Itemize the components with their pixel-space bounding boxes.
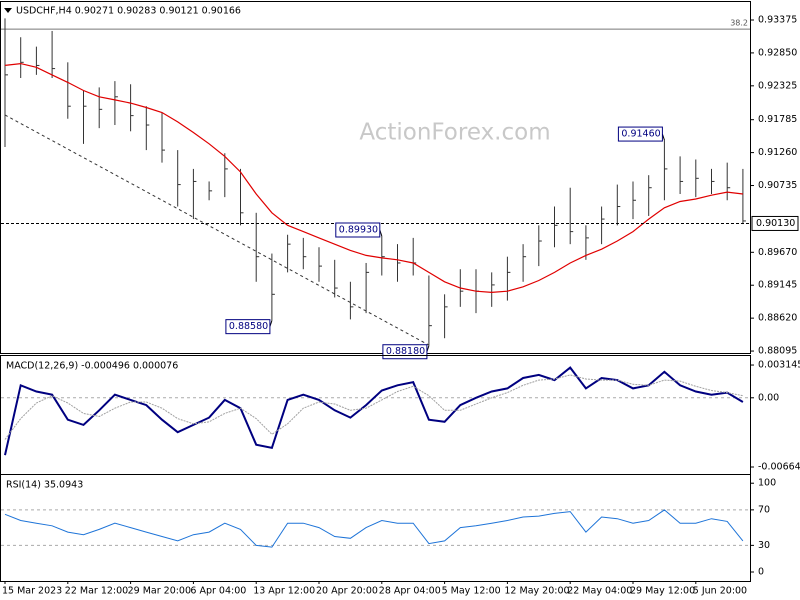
- x-tick-label: 29 May 12:00: [630, 586, 695, 597]
- y-tick-label: 0.89670: [758, 247, 797, 258]
- menu-arrow: [4, 8, 12, 13]
- y-tick-label: 0.003145: [758, 360, 800, 371]
- watermark: ActionForex.com: [359, 120, 550, 146]
- x-tick-label: 29 Mar 20:00: [128, 586, 191, 597]
- annotation-box: [335, 222, 381, 238]
- x-tick-label: 5 May 12:00: [442, 586, 501, 597]
- x-tick-label: 13 Apr 12:00: [253, 586, 315, 597]
- last-price-label: 0.90130: [756, 218, 795, 229]
- y-tick-label: 0.90735: [758, 180, 797, 191]
- x-tick-label: 28 Apr 04:00: [379, 586, 441, 597]
- annotation-label: 0.88180: [386, 346, 425, 357]
- y-tick-label: 70: [758, 504, 770, 515]
- x-tick-label: 12 May 20:00: [504, 586, 569, 597]
- level-label: 38.2: [730, 19, 748, 28]
- y-tick-label: 0.92850: [758, 47, 797, 58]
- x-tick-label: 6 Apr 04:00: [190, 586, 246, 597]
- x-tick-label: 5 Jun 20:00: [693, 586, 747, 597]
- y-tick-label: 0.91785: [758, 114, 797, 125]
- y-tick-label: -0.006645: [758, 462, 800, 473]
- y-tick-label: 30: [758, 540, 770, 551]
- annotation-label: 0.91460: [621, 129, 660, 140]
- last-price-box: [751, 215, 799, 231]
- macd-line: [4, 366, 744, 456]
- panel-title: MACD(12,26,9) -0.000496 0.000076: [6, 361, 178, 372]
- trendline: [4, 114, 430, 346]
- x-tick-label: 22 Mar 12:00: [65, 586, 128, 597]
- y-tick-label: 0.93375: [758, 14, 797, 25]
- annotation-label: 0.88580: [229, 321, 268, 332]
- y-tick-label: 0.00: [758, 392, 779, 403]
- x-tick-label: 22 May 04:00: [567, 586, 632, 597]
- panel-title: USDCHF,H4 0.90271 0.90283 0.90121 0.9016…: [16, 6, 241, 17]
- x-tick-label: 20 Apr 20:00: [316, 586, 378, 597]
- y-tick-label: 0.92325: [758, 80, 797, 91]
- panel-title: RSI(14) 35.0943: [6, 480, 83, 491]
- y-tick-label: 0.88620: [758, 313, 797, 324]
- panel-frame: [0, 474, 751, 582]
- annotation-box: [617, 126, 663, 142]
- signal-line: [4, 374, 743, 440]
- y-tick-label: 100: [758, 478, 776, 489]
- y-tick-label: 0.88095: [758, 346, 797, 357]
- annotation-box: [225, 319, 271, 335]
- moving-average: [4, 62, 743, 294]
- y-tick-label: 0.91260: [758, 147, 797, 158]
- x-tick-label: 15 Mar 2023: [2, 586, 62, 597]
- annotation-label: 0.89930: [339, 225, 378, 236]
- y-tick-label: 0: [758, 567, 764, 578]
- y-tick-label: 0.89145: [758, 280, 797, 291]
- rsi-line: [4, 509, 744, 548]
- panel-frame: [0, 1, 751, 354]
